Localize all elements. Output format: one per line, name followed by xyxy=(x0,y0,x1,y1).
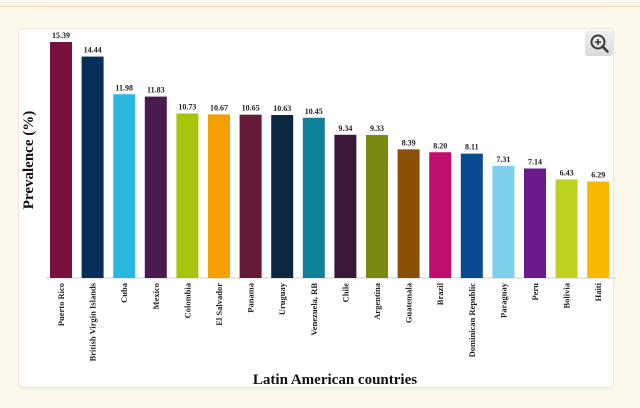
x-tick-label: Peru xyxy=(530,283,540,301)
value-label: 7.31 xyxy=(496,155,510,164)
bar-4[interactable] xyxy=(176,113,199,279)
value-label: 9.34 xyxy=(338,124,352,133)
x-tick-label: Puerto Rico xyxy=(56,283,66,326)
bar-16[interactable] xyxy=(555,179,578,278)
value-label: 6.29 xyxy=(591,171,605,180)
zoom-button[interactable] xyxy=(585,30,613,56)
bar-0[interactable] xyxy=(50,42,72,278)
bar-3[interactable] xyxy=(144,96,167,278)
x-tick-label: Bolivia xyxy=(562,282,572,308)
x-tick-label: British Virgin Islands xyxy=(88,282,98,361)
value-label: 15.39 xyxy=(52,31,70,40)
value-label: 8.39 xyxy=(402,138,416,147)
bars-group xyxy=(50,42,610,279)
page-top-border xyxy=(0,0,640,7)
x-tick-label: Panama xyxy=(246,282,256,313)
x-tick-label: Paraguay xyxy=(498,282,508,318)
x-tick-label: Mexico xyxy=(151,283,161,309)
x-tick-label: Venezuela, RB xyxy=(309,283,319,336)
value-label: 10.67 xyxy=(210,103,228,112)
value-label: 6.43 xyxy=(560,168,574,177)
x-tick-labels-group: Puerto Rico British Virgin Islands Cuba Mex… xyxy=(56,282,603,361)
x-tick-label: Cuba xyxy=(119,282,129,303)
bar-13[interactable] xyxy=(460,153,483,278)
bar-17[interactable] xyxy=(587,181,610,278)
x-tick-label: Colombia xyxy=(182,282,192,318)
bar-14[interactable] xyxy=(492,165,515,278)
x-tick-label: El Salvador xyxy=(214,283,224,326)
value-label: 7.14 xyxy=(528,158,542,167)
value-label: 11.83 xyxy=(147,86,165,95)
bar-7[interactable] xyxy=(271,114,294,278)
value-label: 8.11 xyxy=(465,143,479,152)
y-axis-title: Prevalence (%) xyxy=(21,111,37,209)
value-label: 9.33 xyxy=(370,124,384,133)
bar-12[interactable] xyxy=(429,152,452,278)
value-label: 11.98 xyxy=(115,83,133,92)
bar-2[interactable] xyxy=(113,94,136,278)
value-label: 10.63 xyxy=(273,104,291,113)
bar-5[interactable] xyxy=(208,114,230,278)
value-label: 10.65 xyxy=(242,104,260,113)
bar-1[interactable] xyxy=(81,56,104,278)
x-tick-label: Guatemala xyxy=(404,282,414,323)
x-axis-title: Latin American countries xyxy=(253,372,417,388)
bar-15[interactable] xyxy=(524,168,546,278)
x-tick-label: Haiti xyxy=(593,282,603,301)
x-tick-label: Uruguay xyxy=(277,282,287,315)
bar-8[interactable] xyxy=(302,117,325,279)
x-tick-label: Dominican Republic xyxy=(467,283,477,358)
value-label: 10.73 xyxy=(178,102,196,111)
x-tick-label: Argentina xyxy=(372,282,382,320)
bar-11[interactable] xyxy=(397,149,420,278)
value-label: 8.20 xyxy=(433,141,447,150)
x-tick-label: Chile xyxy=(340,283,350,303)
value-label: 10.45 xyxy=(305,107,323,116)
value-label: 14.44 xyxy=(84,46,102,55)
bar-10[interactable] xyxy=(366,134,388,278)
value-labels-group: 15.39 14.44 11.98 11.83 10.73 10.67 10.65 10.63… xyxy=(52,31,605,180)
bar-9[interactable] xyxy=(334,134,357,278)
bar-6[interactable] xyxy=(239,114,262,278)
x-tick-label: Brazil xyxy=(435,282,445,305)
zoom-in-icon xyxy=(590,34,609,53)
